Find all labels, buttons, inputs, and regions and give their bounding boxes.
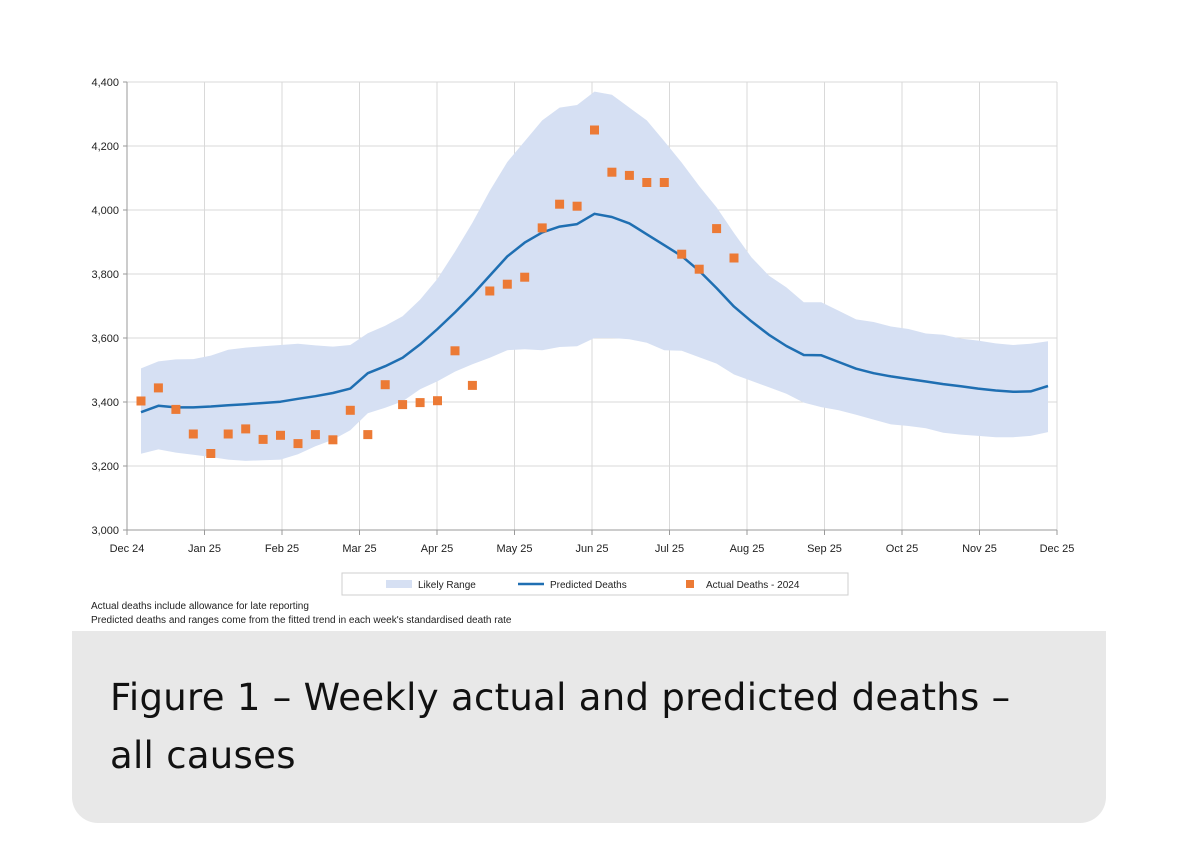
x-tick-label: Dec 25 xyxy=(1040,543,1075,555)
actual-deaths-point xyxy=(555,199,565,209)
x-tick-label: Jan 25 xyxy=(188,543,221,555)
actual-deaths-point xyxy=(171,404,181,414)
actual-deaths-point xyxy=(328,435,338,445)
actual-deaths-point xyxy=(590,125,599,135)
x-tick-label: May 25 xyxy=(496,543,532,555)
x-tick-label: Jul 25 xyxy=(655,543,684,555)
actual-deaths-point xyxy=(206,449,216,458)
actual-deaths-point xyxy=(520,272,530,282)
y-tick-label: 4,000 xyxy=(91,205,119,217)
figure-caption-box: Figure 1 – Weekly actual and predicted d… xyxy=(72,631,1106,823)
predicted-deaths-line xyxy=(140,212,1049,414)
x-tick-label: Oct 25 xyxy=(886,543,918,555)
x-tick-label: Feb 25 xyxy=(265,543,299,555)
actual-deaths-point xyxy=(659,178,669,187)
actual-deaths-point xyxy=(624,170,634,180)
actual-deaths-point xyxy=(415,398,425,408)
x-tick-label: Apr 25 xyxy=(421,543,453,555)
actual-deaths-point xyxy=(642,178,652,187)
actual-deaths-point xyxy=(258,434,268,444)
actual-deaths-markers xyxy=(136,125,739,458)
actual-deaths-point xyxy=(276,430,285,440)
x-tick-label: Dec 24 xyxy=(110,543,145,555)
likely-range-area xyxy=(141,91,1048,461)
y-tick-label: 3,400 xyxy=(91,397,119,409)
actual-deaths-point xyxy=(433,396,442,406)
y-tick-labels: 3,000 3,200 3,400 3,600 3,800 4,000 4,200 4,400 xyxy=(91,77,119,537)
actual-deaths-point xyxy=(694,264,704,274)
x-tick-label: Nov 25 xyxy=(962,543,997,555)
legend-actual-deaths-swatch xyxy=(686,580,694,588)
y-tick-label: 3,800 xyxy=(91,269,119,281)
actual-deaths-point xyxy=(607,167,617,177)
actual-deaths-point xyxy=(293,439,303,449)
actual-deaths-point xyxy=(380,380,390,390)
legend-likely-range-label: Likely Range xyxy=(418,580,476,591)
actual-deaths-point xyxy=(153,383,163,393)
legend-likely-range-swatch xyxy=(386,580,412,588)
actual-deaths-point xyxy=(398,400,408,410)
actual-deaths-point xyxy=(450,346,460,356)
actual-deaths-point xyxy=(572,201,582,211)
actual-deaths-point xyxy=(677,249,687,259)
x-tick-label: Jun 25 xyxy=(575,543,608,555)
actual-deaths-point xyxy=(712,224,722,234)
legend: Likely Range Predicted Deaths Actual Dea… xyxy=(341,572,849,596)
actual-deaths-point xyxy=(729,253,739,263)
actual-deaths-point xyxy=(310,430,320,440)
likely-range-band xyxy=(141,91,1048,461)
actual-deaths-point xyxy=(502,279,512,289)
y-tick-label: 3,600 xyxy=(91,333,119,345)
actual-deaths-point xyxy=(363,430,373,440)
legend-actual-deaths-label: Actual Deaths - 2024 xyxy=(706,580,800,591)
y-tick-label: 4,200 xyxy=(91,141,119,153)
actual-deaths-point xyxy=(485,286,495,296)
legend-box xyxy=(341,572,849,596)
note-fitted-trend: Predicted deaths and ranges come from th… xyxy=(91,615,512,626)
predicted-deaths-polyline xyxy=(140,212,1049,414)
actual-deaths-point xyxy=(345,405,355,415)
axes xyxy=(123,81,1058,535)
actual-deaths-point xyxy=(467,380,477,390)
actual-deaths-point xyxy=(188,429,198,439)
actual-deaths-point xyxy=(241,424,251,434)
figure-caption: Figure 1 – Weekly actual and predicted d… xyxy=(110,676,1011,777)
x-tick-label: Mar 25 xyxy=(342,543,376,555)
y-tick-label: 3,200 xyxy=(91,461,119,473)
actual-deaths-point xyxy=(136,396,146,406)
chart-notes: Actual deaths include allowance for late… xyxy=(91,600,512,628)
actual-deaths-point xyxy=(537,223,547,233)
chart: 3,000 3,200 3,400 3,600 3,800 4,000 4,200 4,400… xyxy=(91,77,1075,596)
note-late-reporting: Actual deaths include allowance for late… xyxy=(91,601,309,612)
y-tick-label: 4,400 xyxy=(91,77,119,89)
x-tick-label: Sep 25 xyxy=(807,543,842,555)
actual-deaths-point xyxy=(223,429,233,439)
x-tick-label: Aug 25 xyxy=(730,543,765,555)
legend-predicted-deaths-label: Predicted Deaths xyxy=(550,580,627,591)
y-tick-label: 3,000 xyxy=(91,525,119,537)
x-tick-labels: Dec 24 Jan 25 Feb 25 Mar 25 Apr 25 May 25 Jun … xyxy=(110,543,1075,555)
